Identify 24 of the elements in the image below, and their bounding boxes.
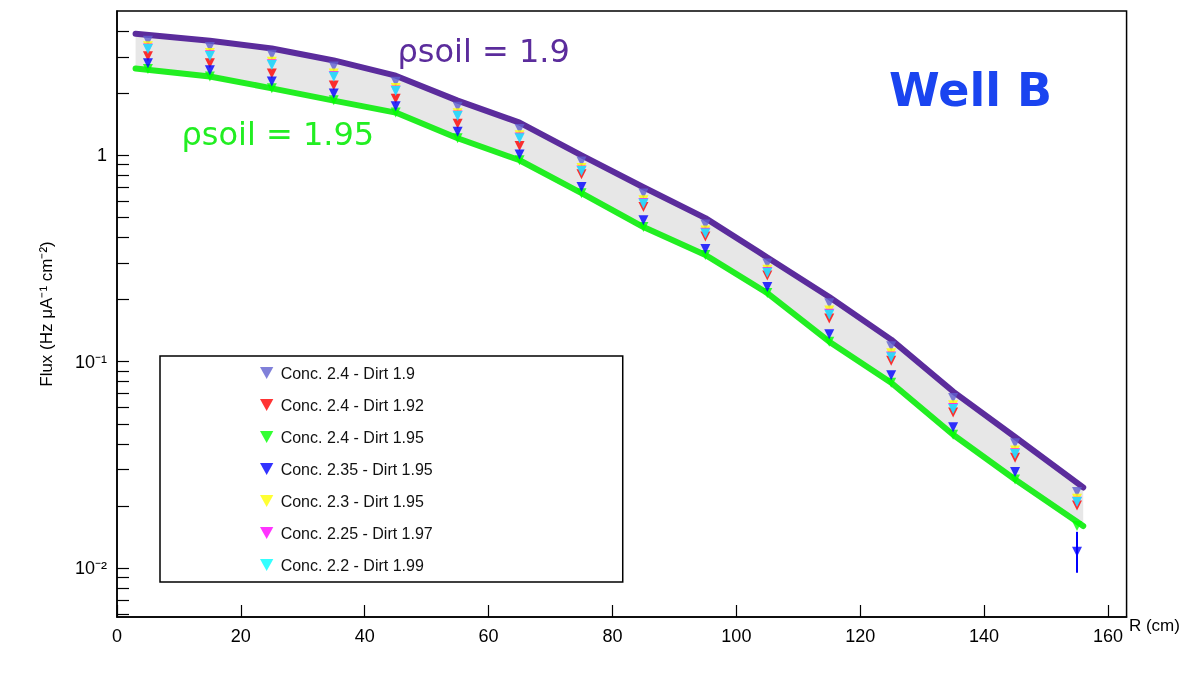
series-label: ρsoil = 1.95	[181, 115, 375, 154]
series-label: ρsoil = 1.9	[397, 31, 570, 70]
legend-label: Conc. 2.2 - Dirt 1.99	[280, 556, 424, 574]
x-tick-label: 100	[721, 626, 752, 646]
y-tick-label: 10⁻²	[74, 558, 108, 579]
x-tick-label: 0	[111, 626, 123, 646]
legend-label: Conc. 2.4 - Dirt 1.92	[280, 396, 424, 414]
x-axis-title: R (cm)	[1128, 616, 1180, 635]
x-tick-label: 80	[602, 626, 623, 646]
legend-label: Conc. 2.25 - Dirt 1.97	[280, 524, 433, 542]
x-tick-label: 120	[845, 626, 876, 646]
x-tick-label: 40	[354, 626, 375, 646]
y-tick-label: 1	[96, 145, 107, 166]
x-tick-label: 20	[230, 626, 251, 646]
legend-label: Conc. 2.4 - Dirt 1.9	[280, 364, 416, 382]
legend-label: Conc. 2.3 - Dirt 1.95	[280, 492, 424, 510]
x-tick-label: 140	[969, 626, 1000, 646]
y-axis-title: Flux (Hz μA⁻¹ cm⁻²)	[37, 241, 56, 387]
x-tick-label: 160	[1092, 626, 1124, 646]
x-tick-label: 60	[478, 626, 499, 646]
y-tick-label: 10⁻¹	[74, 351, 108, 372]
legend-label: Conc. 2.4 - Dirt 1.95	[280, 428, 424, 446]
legend-label: Conc. 2.35 - Dirt 1.95	[280, 460, 433, 478]
text: Well B	[889, 63, 1053, 117]
